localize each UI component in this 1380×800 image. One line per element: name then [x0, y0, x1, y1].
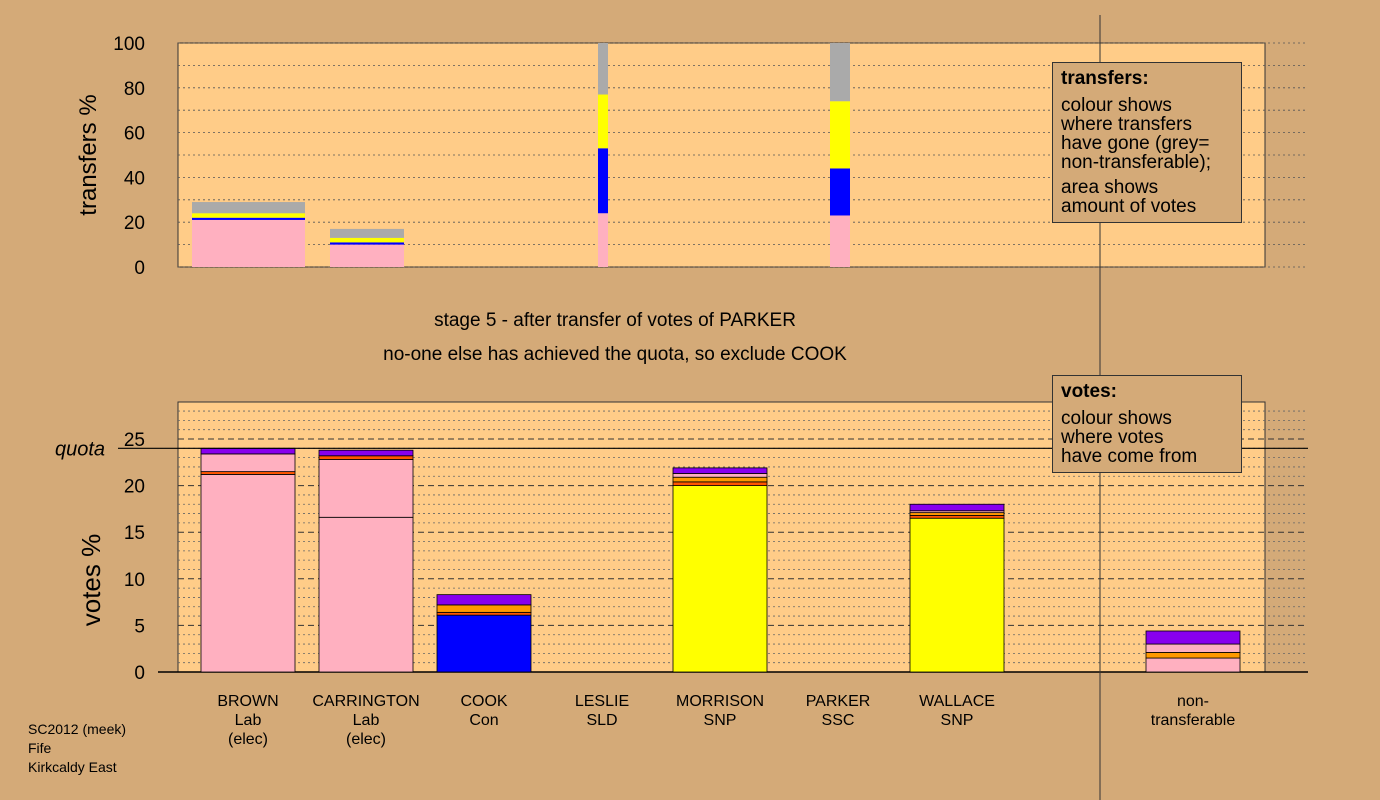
votes-ytick-label: 25: [124, 430, 145, 451]
transfers-legend-line: amount of votes: [1061, 196, 1197, 217]
transfer-bar-segment: [598, 43, 608, 95]
votes-legend-line: where votes: [1061, 427, 1164, 448]
candidate-label: SNP: [704, 712, 737, 729]
transfer-bar-segment: [830, 168, 850, 216]
quota-label: quota: [55, 438, 105, 460]
votes-legend-colour-text: colour shows where votes have come from: [1061, 409, 1233, 466]
candidate-label: PARKER: [806, 693, 871, 710]
vote-bar-segment: [200, 447, 296, 455]
vote-bar-segment: [1145, 643, 1241, 653]
votes-axis-label: votes %: [76, 534, 106, 627]
votes-legend: votes: colour shows where votes have com…: [1052, 375, 1242, 473]
vote-bar-segment: [1145, 630, 1241, 645]
transfer-bar-segment: [598, 94, 608, 149]
transfers-legend-line: where transfers: [1061, 114, 1192, 135]
vote-bar-segment: [672, 467, 768, 474]
transfers-axis-label: transfers %: [75, 94, 102, 215]
footer-line-3: Kirkcaldy East: [28, 759, 117, 775]
votes-ytick-label: 15: [124, 523, 145, 544]
vote-bar-segment: [318, 459, 414, 518]
candidate-label: Con: [469, 712, 498, 729]
transfer-bar-segment: [598, 148, 608, 214]
candidate-label: Lab: [353, 712, 380, 729]
transfers-ytick-label: 80: [124, 79, 145, 100]
votes-legend-line: colour shows: [1061, 408, 1172, 429]
vote-bar-segment: [1145, 657, 1241, 673]
footer-line-1: SC2012 (meek): [28, 721, 127, 737]
transfers-ytick-label: 60: [124, 124, 145, 145]
transfers-ytick-label: 40: [124, 168, 145, 189]
vote-bar-segment: [1145, 652, 1241, 659]
transfer-bar-segment: [830, 43, 850, 102]
candidate-label: non-: [1177, 693, 1209, 710]
transfers-legend: transfers: colour shows where transfers …: [1052, 62, 1242, 223]
candidate-label: SSC: [822, 712, 855, 729]
transfer-bar-segment: [192, 219, 305, 267]
candidate-label: MORRISON: [676, 693, 764, 710]
footer-line-2: Fife: [28, 740, 52, 756]
votes-ytick-label: 5: [134, 616, 145, 637]
candidate-label: transferable: [1151, 712, 1236, 729]
vote-bar-segment: [672, 473, 768, 478]
candidate-label: (elec): [346, 731, 386, 748]
transfer-bar-segment: [598, 213, 608, 267]
candidate-label: Lab: [235, 712, 262, 729]
vote-bar-segment: [318, 455, 414, 460]
candidate-label: COOK: [460, 693, 507, 710]
candidate-label: SLD: [586, 712, 617, 729]
vote-bar-segment: [672, 476, 768, 483]
vote-bar-segment: [909, 517, 1005, 673]
vote-bar-segment: [909, 503, 1005, 512]
transfers-ytick-label: 0: [134, 258, 145, 279]
vote-bar-segment: [909, 515, 1005, 519]
stage-caption: stage 5 - after transfer of votes of PAR…: [434, 310, 796, 331]
votes-ytick-label: 20: [124, 477, 145, 498]
candidate-label: SNP: [941, 712, 974, 729]
vote-bar-segment: [200, 474, 296, 673]
vote-bar-segment: [200, 471, 296, 475]
transfer-bar-segment: [192, 217, 305, 220]
vote-bar-segment: [436, 594, 532, 606]
transfer-bar-segment: [330, 237, 404, 243]
transfer-bar-segment: [330, 244, 404, 267]
transfers-legend-title: transfers:: [1061, 68, 1149, 89]
vote-bar-segment: [200, 453, 296, 473]
votes-ytick-label: 10: [124, 570, 145, 591]
transfers-legend-line: colour shows: [1061, 95, 1172, 116]
transfer-bar-segment: [192, 202, 305, 214]
candidate-label: CARRINGTON: [312, 693, 419, 710]
transfer-bar-segment: [192, 213, 305, 218]
candidate-label: BROWN: [217, 693, 278, 710]
action-caption: no-one else has achieved the quota, so e…: [383, 344, 847, 365]
transfer-bar-segment: [830, 101, 850, 169]
transfers-legend-line: non-transferable);: [1061, 152, 1211, 173]
vote-bar-segment: [672, 485, 768, 673]
transfers-ytick-label: 20: [124, 213, 145, 234]
vote-bar-segment: [318, 516, 414, 673]
transfer-bar-segment: [330, 242, 404, 245]
votes-legend-line: have come from: [1061, 446, 1198, 467]
votes-legend-title: votes:: [1061, 381, 1117, 402]
votes-ytick-label: 0: [134, 663, 145, 684]
transfers-ytick-label: 100: [113, 34, 145, 55]
transfers-legend-line: have gone (grey=: [1061, 133, 1210, 154]
transfers-legend-line: area shows: [1061, 177, 1159, 198]
vote-bar-segment: [318, 449, 414, 457]
vote-bar-segment: [672, 481, 768, 487]
vote-bar-segment: [909, 512, 1005, 516]
candidate-label: WALLACE: [919, 693, 995, 710]
transfer-bar-segment: [830, 215, 850, 267]
vote-bar-segment: [436, 614, 532, 673]
transfers-legend-colour-text: colour shows where transfers have gone (…: [1061, 96, 1233, 172]
vote-bar-segment: [436, 611, 532, 616]
transfer-bar-segment: [330, 228, 404, 238]
candidate-label: LESLIE: [575, 693, 629, 710]
candidate-label: (elec): [228, 731, 268, 748]
vote-bar-segment: [436, 604, 532, 613]
transfers-legend-area-text: area shows amount of votes: [1061, 178, 1233, 216]
